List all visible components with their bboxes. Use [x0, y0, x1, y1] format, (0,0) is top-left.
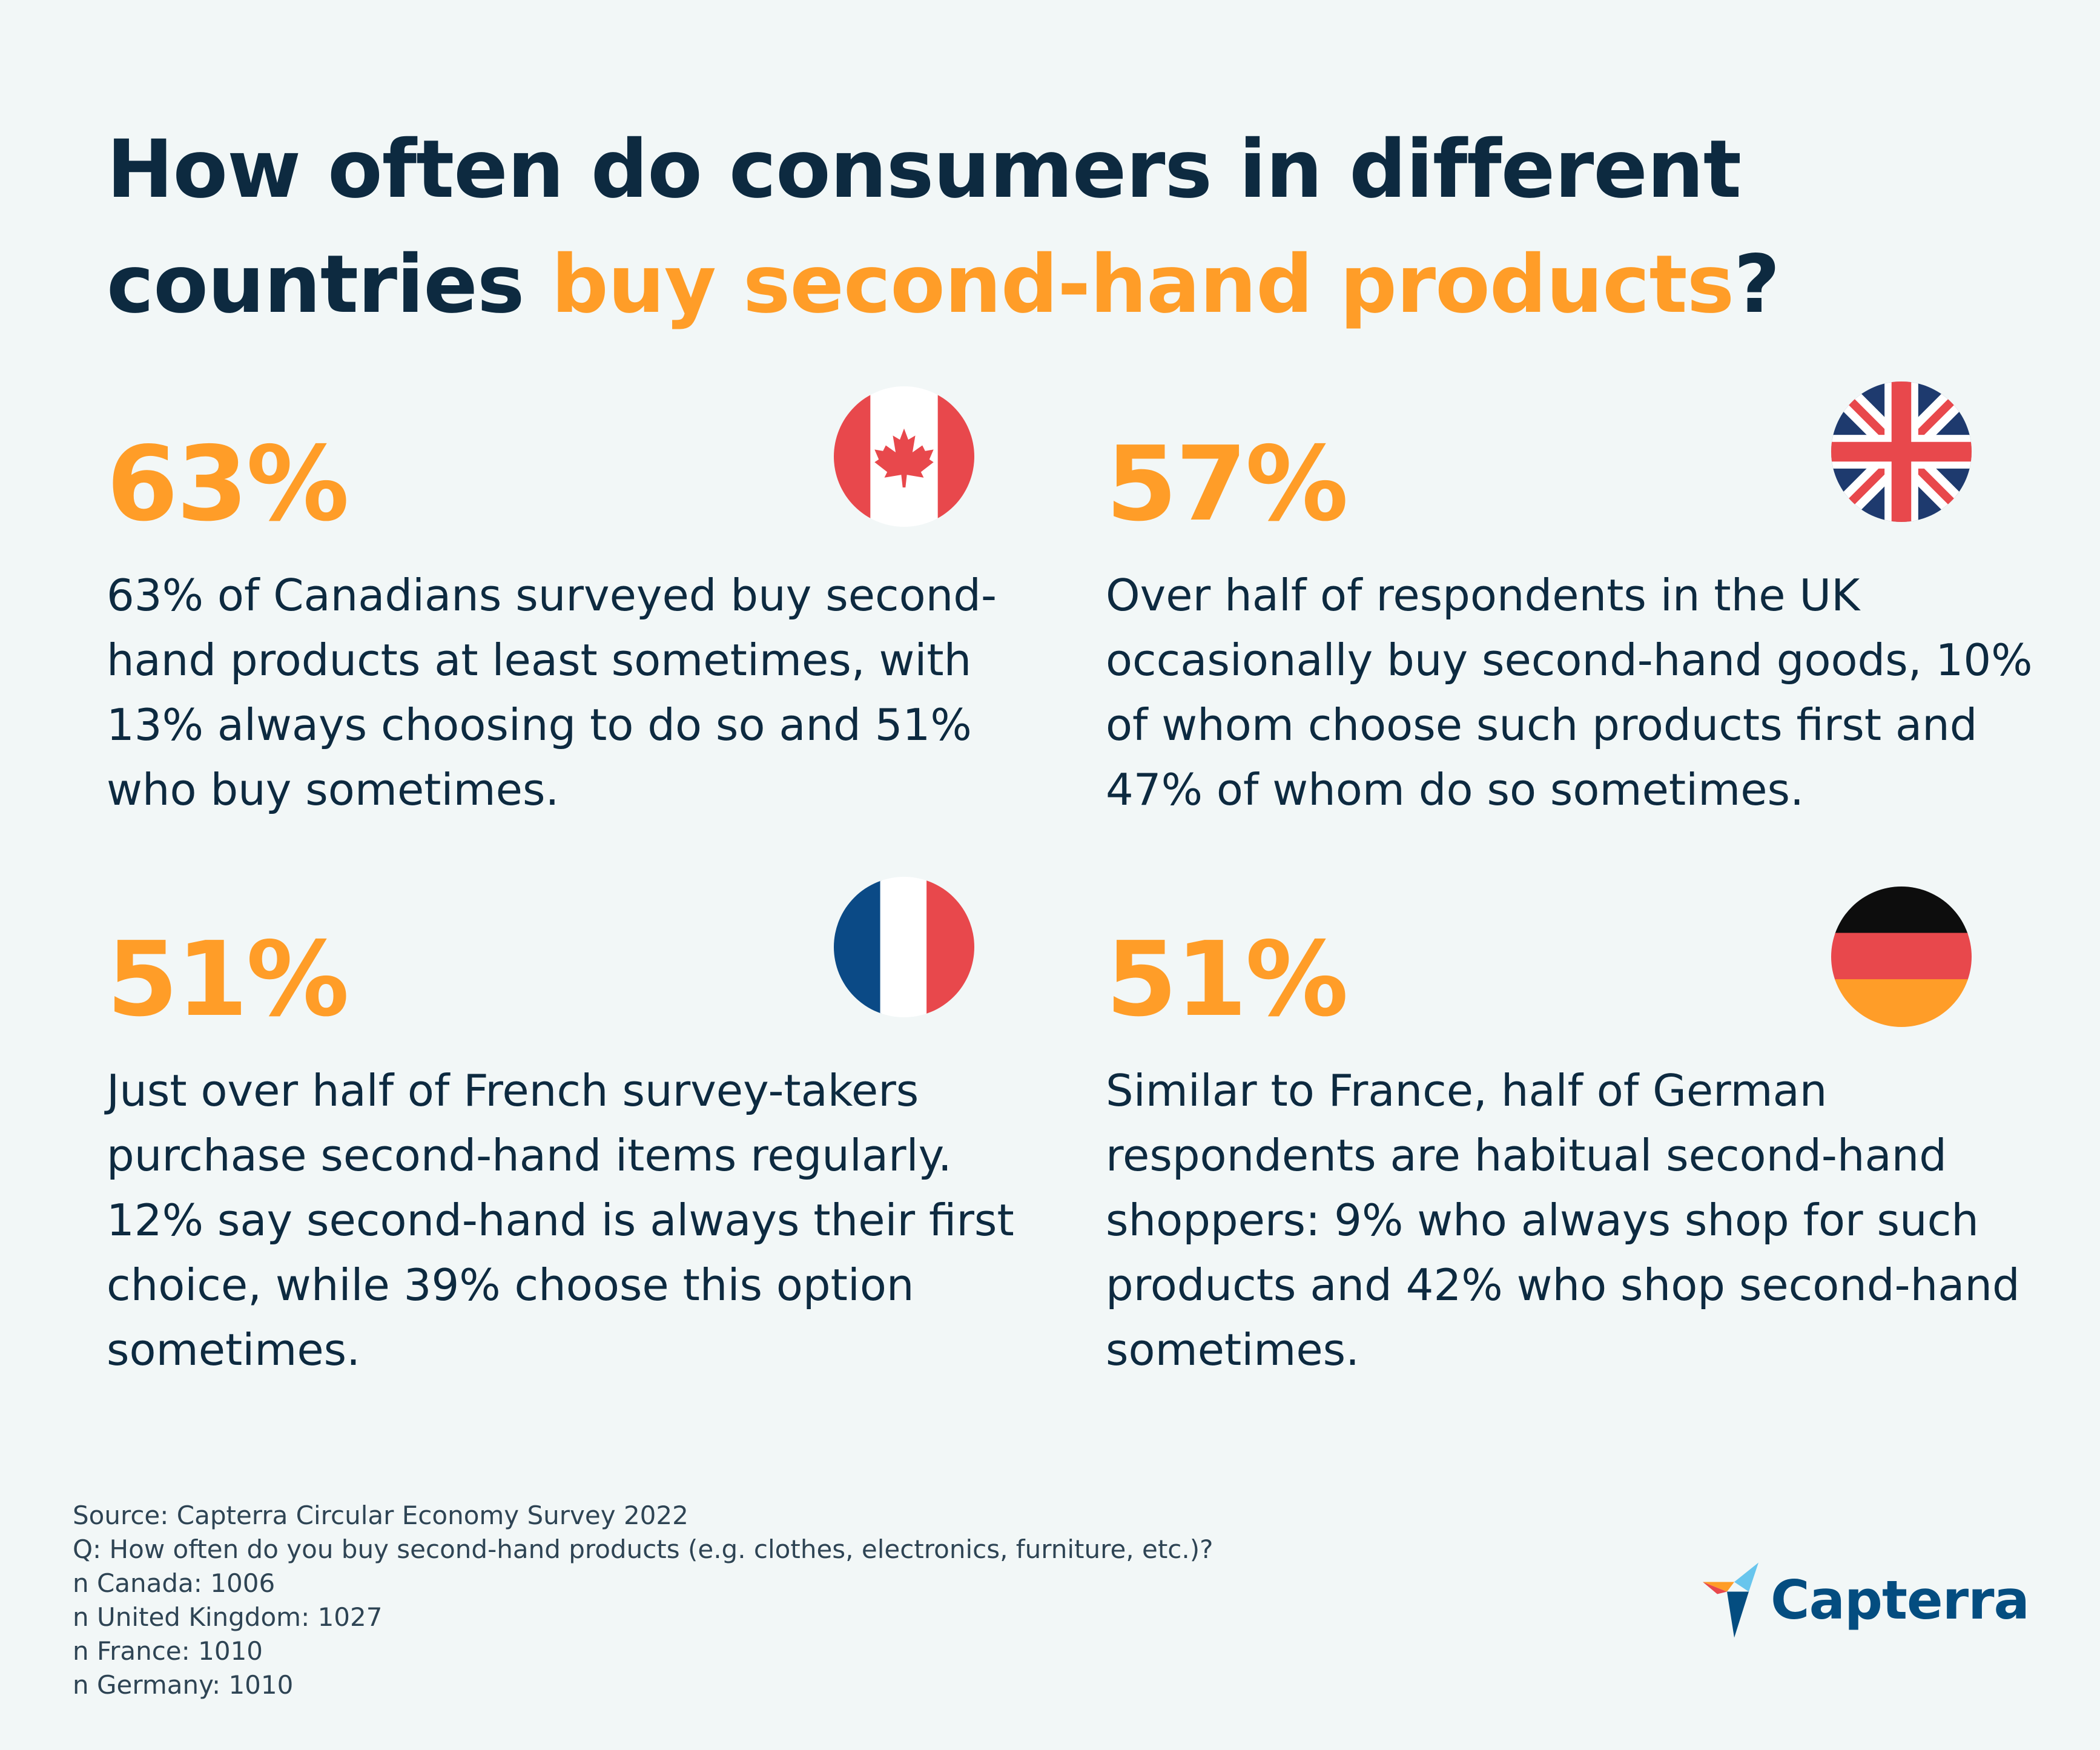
title-line-1: How often do consumers in different [107, 123, 1742, 216]
stat-percent: 63% [107, 424, 349, 544]
sample-france: n France: 1010 [73, 1636, 263, 1666]
capterra-logo: Capterra [1703, 1562, 2030, 1641]
germany-flag-icon [1831, 887, 1972, 1027]
uk-flag-icon [1831, 381, 1972, 522]
stat-percent: 51% [1106, 920, 1349, 1040]
stat-percent: 57% [1106, 424, 1349, 544]
capterra-wordmark: Capterra [1771, 1569, 2030, 1631]
stat-percent: 51% [107, 920, 349, 1040]
stat-description: 63% of Canadians surveyed buy second-han… [107, 570, 997, 815]
source-line: Source: Capterra Circular Economy Survey… [73, 1501, 688, 1530]
question-line: Q: How often do you buy second-hand prod… [73, 1534, 1213, 1564]
france-flag-icon [834, 877, 974, 1017]
stat-description: Over half of respondents in the UK occas… [1106, 570, 2033, 815]
page-title: How often do consumers in different coun… [107, 112, 1984, 342]
source-notes: Source: Capterra Circular Economy Survey… [73, 1499, 1405, 1702]
title-line-2-prefix: countries [107, 238, 552, 331]
title-highlight: buy second-hand products [551, 238, 1734, 331]
canada-flag-icon [834, 386, 974, 527]
sample-uk: n United Kingdom: 1027 [73, 1602, 383, 1632]
stat-description: Similar to France, half of German respon… [1106, 1065, 2020, 1375]
stat-description: Just over half of French survey-takers p… [107, 1065, 1014, 1375]
sample-germany: n Germany: 1010 [73, 1670, 294, 1700]
capterra-logo-icon [1703, 1562, 1758, 1638]
title-line-2-suffix: ? [1734, 238, 1780, 331]
sample-canada: n Canada: 1006 [73, 1568, 276, 1598]
